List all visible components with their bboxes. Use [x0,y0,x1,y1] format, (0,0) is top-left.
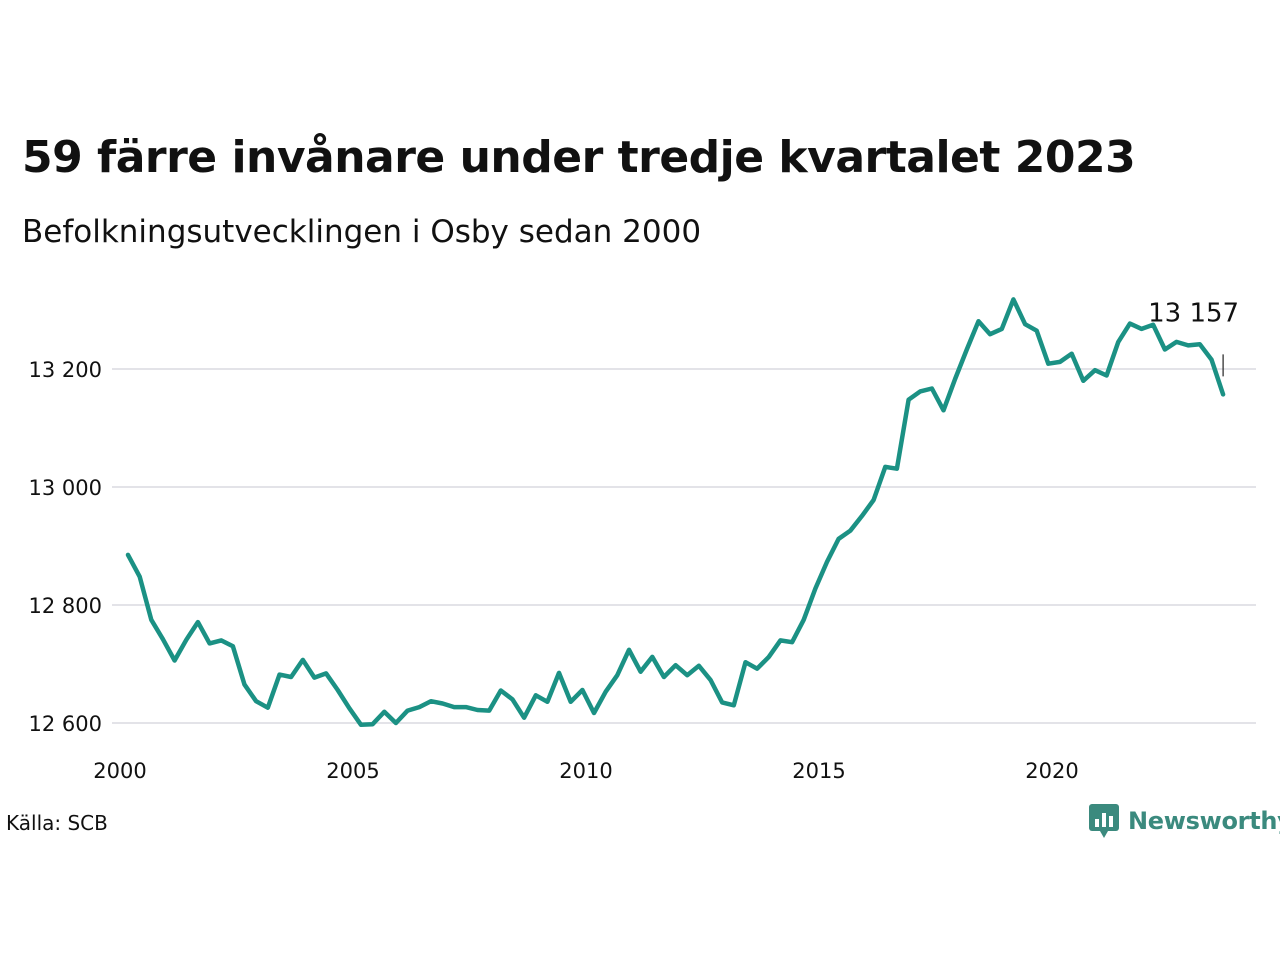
chart-subtitle: Befolkningsutvecklingen i Osby sedan 200… [22,214,702,250]
y-tick-label: 13 200 [29,358,102,382]
x-tick-label: 2010 [559,759,612,783]
y-axis-ticks: 12 600 12 800 13 000 13 200 [29,358,102,736]
y-tick-label: 12 600 [29,712,102,736]
chart-title: 59 färre invånare under tredje kvartalet… [22,132,1136,183]
x-tick-label: 2005 [326,759,379,783]
brand-logo: Newsworthy [1088,803,1280,839]
x-tick-label: 2000 [93,759,146,783]
end-value-label: 13 157 [1148,298,1239,328]
y-tick-label: 12 800 [29,594,102,618]
y-tick-label: 13 000 [29,476,102,500]
x-axis-ticks: 2000 2005 2010 2015 2020 [93,759,1078,783]
x-tick-label: 2015 [792,759,845,783]
brand-name: Newsworthy [1128,807,1280,835]
source-note: Källa: SCB [6,811,108,835]
newsworthy-chart-icon [1089,804,1119,838]
population-series-line [125,297,1226,728]
grid-lines [112,368,1256,724]
x-tick-label: 2020 [1025,759,1078,783]
